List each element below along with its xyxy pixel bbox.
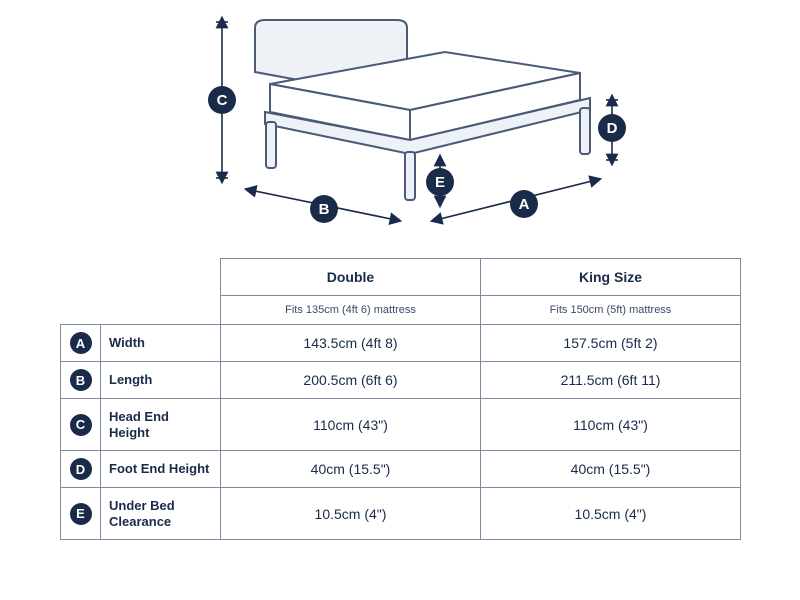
table-subhead-row: Fits 135cm (4ft 6) mattress Fits 150cm (…: [61, 296, 741, 325]
row-badge-cell: A: [61, 325, 101, 362]
row-double: 10.5cm (4"): [221, 488, 481, 540]
row-king: 110cm (43"): [481, 399, 741, 451]
diagram-badge-d: D: [598, 114, 626, 142]
row-label: Length: [101, 362, 221, 399]
row-double: 110cm (43"): [221, 399, 481, 451]
row-label: Under Bed Clearance: [101, 488, 221, 540]
subhead-blank-2: [101, 296, 221, 325]
row-king: 10.5cm (4"): [481, 488, 741, 540]
diagram-badge-b: B: [310, 195, 338, 223]
diagram-badge-e: E: [426, 168, 454, 196]
subhead-blank-1: [61, 296, 101, 325]
row-label: Foot End Height: [101, 451, 221, 488]
bed-svg: [150, 10, 650, 240]
page: C D B A E Double King Size Fits 135cm (4…: [0, 0, 800, 600]
row-king: 211.5cm (6ft 11): [481, 362, 741, 399]
header-blank-1: [61, 259, 101, 296]
table-row: C Head End Height 110cm (43") 110cm (43"…: [61, 399, 741, 451]
diagram-badge-c: C: [208, 86, 236, 114]
row-double: 200.5cm (6ft 6): [221, 362, 481, 399]
header-blank-2: [101, 259, 221, 296]
row-badge-c: C: [70, 414, 92, 436]
table-row: A Width 143.5cm (4ft 8) 157.5cm (5ft 2): [61, 325, 741, 362]
header-double: Double: [221, 259, 481, 296]
table-header-row: Double King Size: [61, 259, 741, 296]
row-badge-cell: C: [61, 399, 101, 451]
table-row: B Length 200.5cm (6ft 6) 211.5cm (6ft 11…: [61, 362, 741, 399]
row-double: 40cm (15.5"): [221, 451, 481, 488]
subhead-kingsize: Fits 150cm (5ft) mattress: [481, 296, 741, 325]
row-badge-cell: D: [61, 451, 101, 488]
row-label: Width: [101, 325, 221, 362]
row-badge-e: E: [70, 503, 92, 525]
row-badge-a: A: [70, 332, 92, 354]
row-badge-cell: E: [61, 488, 101, 540]
row-king: 40cm (15.5"): [481, 451, 741, 488]
dimensions-table: Double King Size Fits 135cm (4ft 6) matt…: [60, 258, 741, 540]
table-row: E Under Bed Clearance 10.5cm (4") 10.5cm…: [61, 488, 741, 540]
bed-diagram: C D B A E: [150, 10, 650, 240]
row-double: 143.5cm (4ft 8): [221, 325, 481, 362]
row-badge-cell: B: [61, 362, 101, 399]
subhead-double: Fits 135cm (4ft 6) mattress: [221, 296, 481, 325]
row-badge-b: B: [70, 369, 92, 391]
table-row: D Foot End Height 40cm (15.5") 40cm (15.…: [61, 451, 741, 488]
header-kingsize: King Size: [481, 259, 741, 296]
row-label: Head End Height: [101, 399, 221, 451]
diagram-badge-a: A: [510, 190, 538, 218]
row-king: 157.5cm (5ft 2): [481, 325, 741, 362]
row-badge-d: D: [70, 458, 92, 480]
